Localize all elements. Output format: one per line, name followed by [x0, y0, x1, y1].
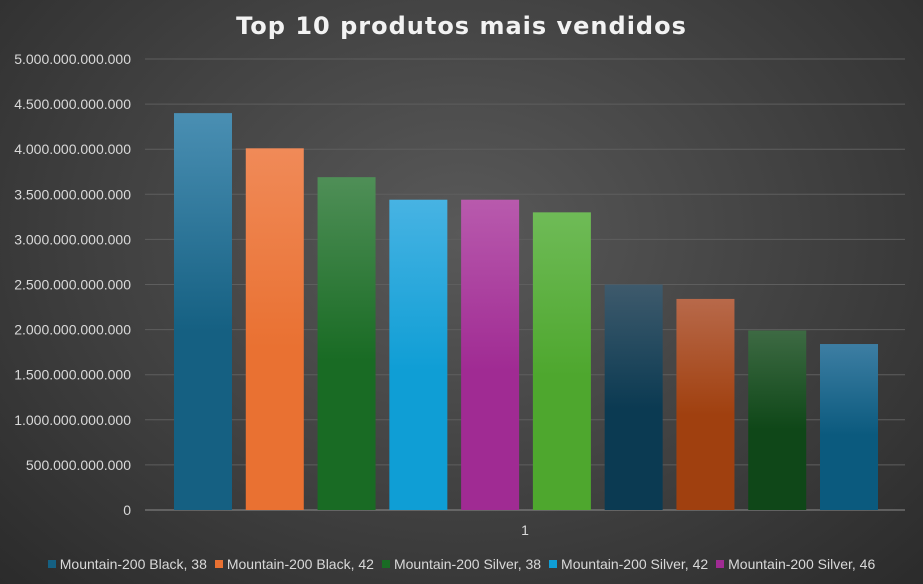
- legend-item: Mountain-200 Silver, 46: [716, 556, 875, 572]
- y-tick-label: 2.500.000.000.000: [14, 277, 131, 293]
- legend-item: Mountain-200 Silver, 42: [549, 556, 708, 572]
- y-axis-ticks: 0 500.000.000.000 1.000.000.000.000 1.500.0…: [14, 51, 131, 518]
- legend-swatch: [716, 560, 725, 568]
- bar-series-5: [461, 199, 520, 510]
- bar-series-1: [174, 113, 232, 511]
- x-category-label: 1: [521, 522, 529, 538]
- chart-title: Top 10 produtos mais vendidos: [236, 12, 687, 40]
- legend-swatch: [47, 560, 56, 568]
- legend-swatch: [214, 560, 223, 568]
- y-tick-label: 1.500.000.000.000: [14, 367, 131, 383]
- legend-label: Mountain-200 Black, 42: [226, 556, 374, 572]
- x-axis: 1: [521, 522, 529, 538]
- bar-series-3: [317, 177, 376, 511]
- bar-series-9: [748, 330, 807, 510]
- bar-series-6: [532, 212, 591, 510]
- y-tick-label: 4.500.000.000.000: [14, 96, 131, 112]
- bar-series-2: [245, 148, 304, 510]
- legend-item: Mountain-200 Silver, 38: [381, 556, 542, 572]
- y-tick-label: 5.000.000.000.000: [14, 51, 131, 67]
- y-tick-label: 500.000.000.000: [26, 457, 131, 473]
- legend-swatch: [381, 560, 390, 568]
- legend-swatch: [549, 560, 558, 568]
- legend-label: Mountain-200 Black, 38: [59, 556, 207, 572]
- bar-series-8: [676, 298, 735, 510]
- legend: Mountain-200 Black, 38 Mountain-200 Black…: [0, 556, 923, 572]
- y-tick-label: 0: [123, 502, 131, 518]
- y-tick-label: 3.000.000.000.000: [14, 231, 131, 247]
- y-tick-label: 3.500.000.000.000: [14, 186, 131, 202]
- legend-label: Mountain-200 Silver, 46: [728, 556, 876, 572]
- legend-item: Mountain-200 Black, 42: [214, 556, 374, 572]
- legend-item: Mountain-200 Black, 38: [47, 556, 207, 572]
- y-tick-label: 1.000.000.000.000: [14, 412, 131, 428]
- legend-label: Mountain-200 Silver, 38: [393, 556, 542, 572]
- legend-label: Mountain-200 Silver, 42: [561, 556, 709, 572]
- bar-series-7: [604, 284, 663, 510]
- bar-series-4: [389, 199, 448, 510]
- y-tick-label: 2.000.000.000.000: [14, 322, 131, 338]
- bar-series-10: [820, 344, 878, 510]
- bars: [174, 113, 878, 511]
- y-tick-label: 4.000.000.000.000: [14, 141, 131, 157]
